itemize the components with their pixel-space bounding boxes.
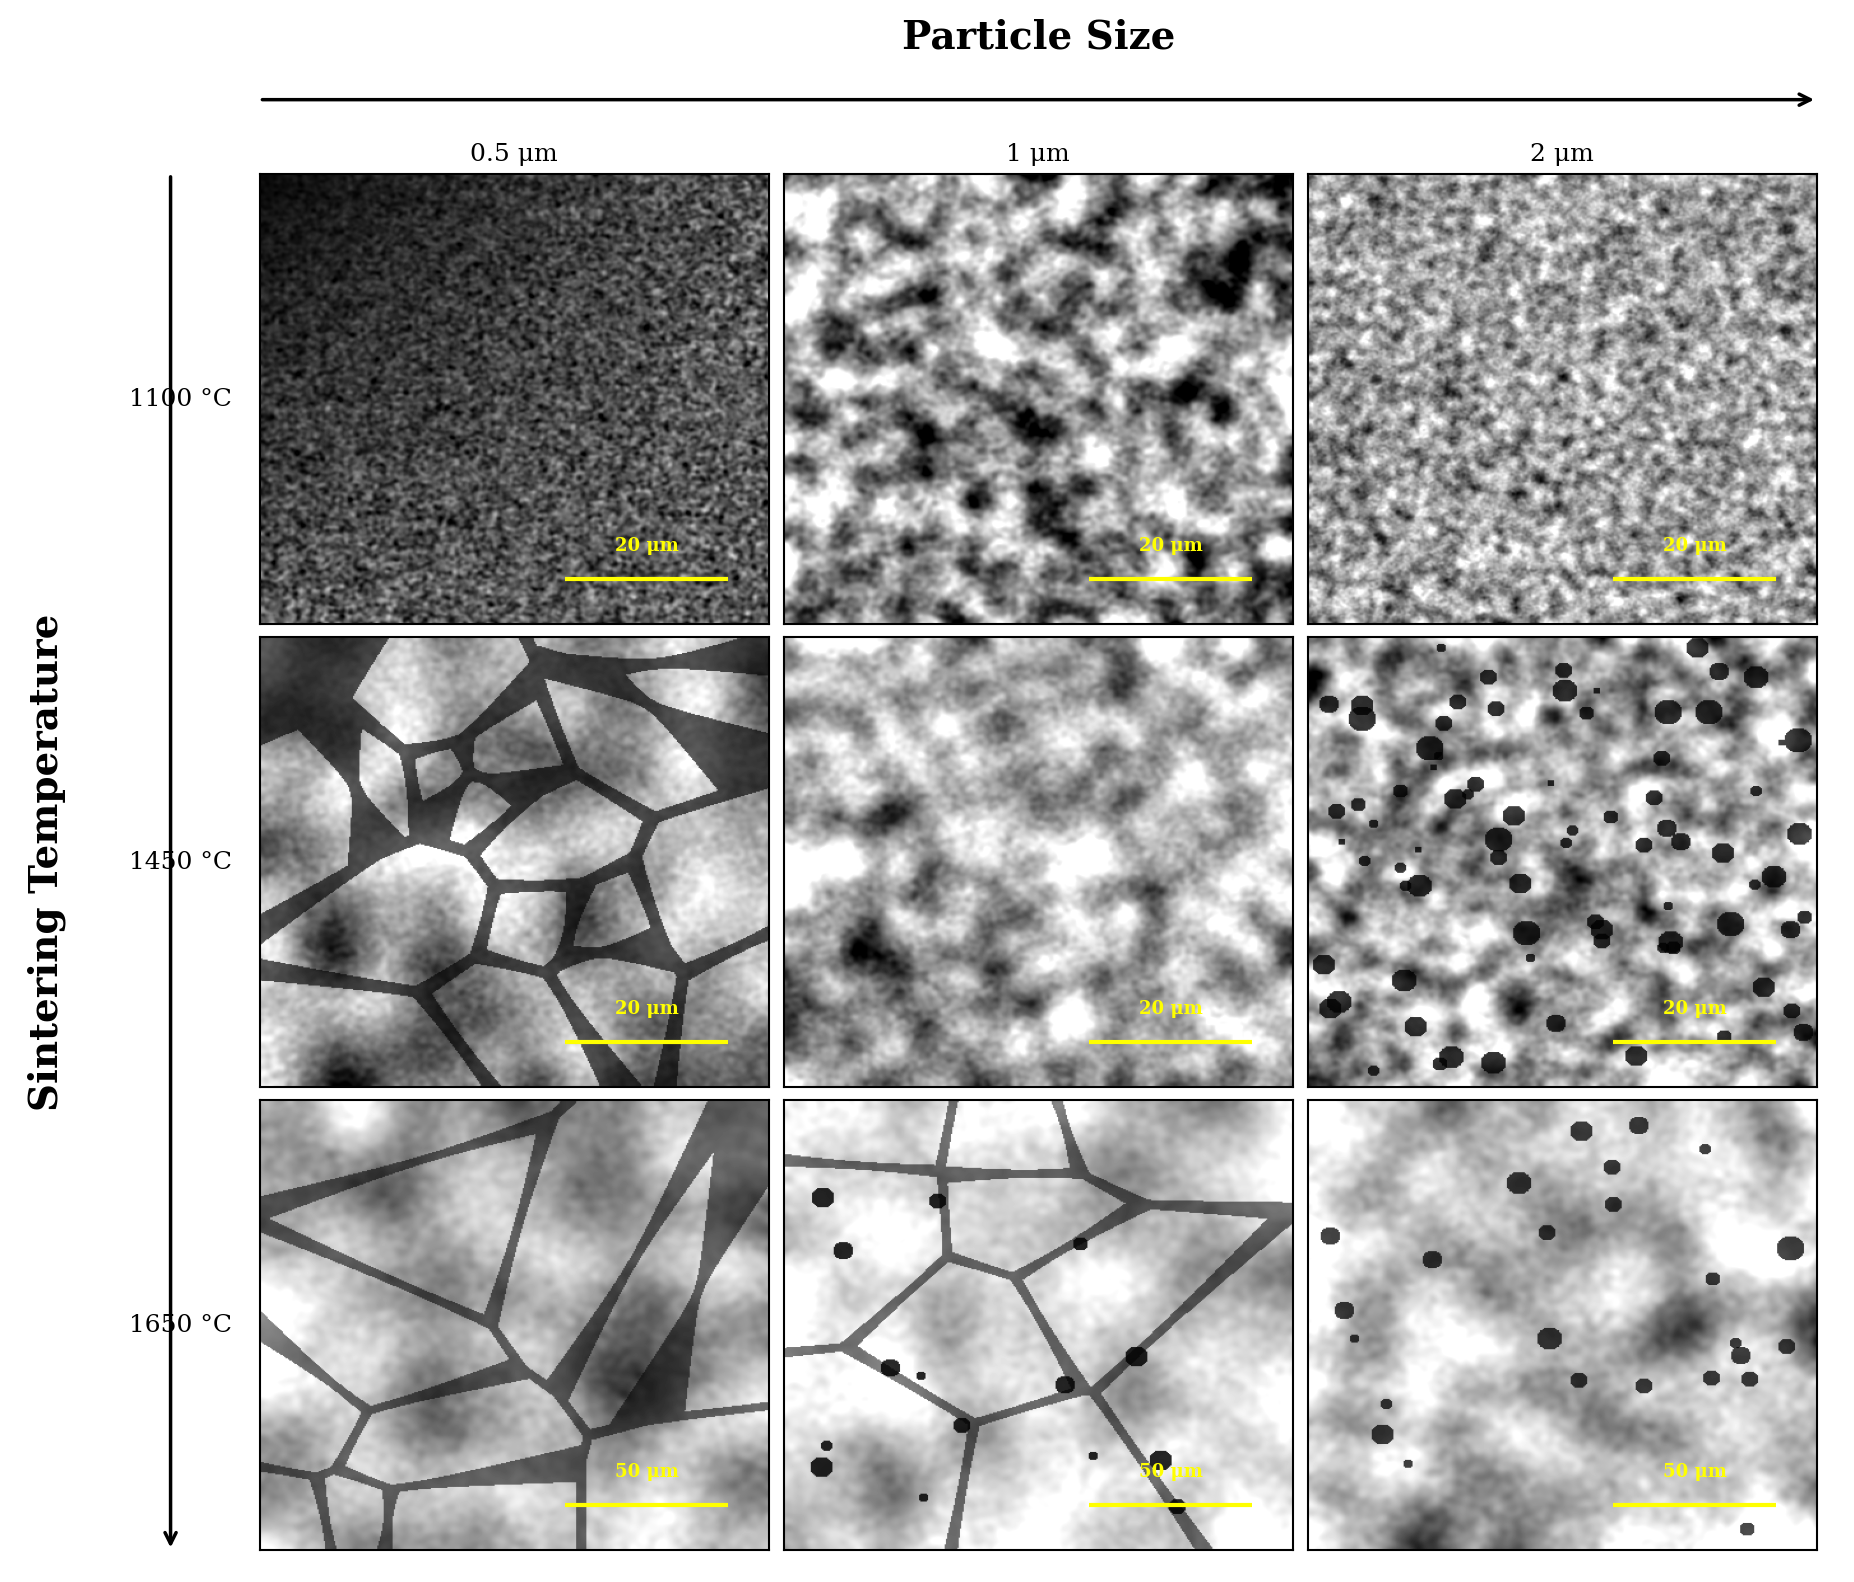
Text: Particle Size: Particle Size [901, 19, 1175, 57]
Text: 2 μm: 2 μm [1530, 142, 1594, 166]
Text: Sintering Temperature: Sintering Temperature [28, 614, 65, 1111]
Text: 0.5 μm: 0.5 μm [471, 142, 558, 166]
Text: 20 μm: 20 μm [1138, 536, 1203, 555]
Text: 50 μm: 50 μm [1663, 1462, 1726, 1481]
Text: 20 μm: 20 μm [1663, 1000, 1726, 1017]
Text: 20 μm: 20 μm [1138, 1000, 1203, 1017]
Text: 50 μm: 50 μm [1138, 1462, 1203, 1481]
Text: 1 μm: 1 μm [1007, 142, 1070, 166]
Text: 1650 °C: 1650 °C [128, 1313, 232, 1337]
Text: 1100 °C: 1100 °C [130, 388, 232, 411]
Text: 50 μm: 50 μm [616, 1462, 679, 1481]
Text: 20 μm: 20 μm [616, 536, 679, 555]
Text: 20 μm: 20 μm [616, 1000, 679, 1017]
Text: 1450 °C: 1450 °C [128, 851, 232, 873]
Text: 20 μm: 20 μm [1663, 536, 1726, 555]
